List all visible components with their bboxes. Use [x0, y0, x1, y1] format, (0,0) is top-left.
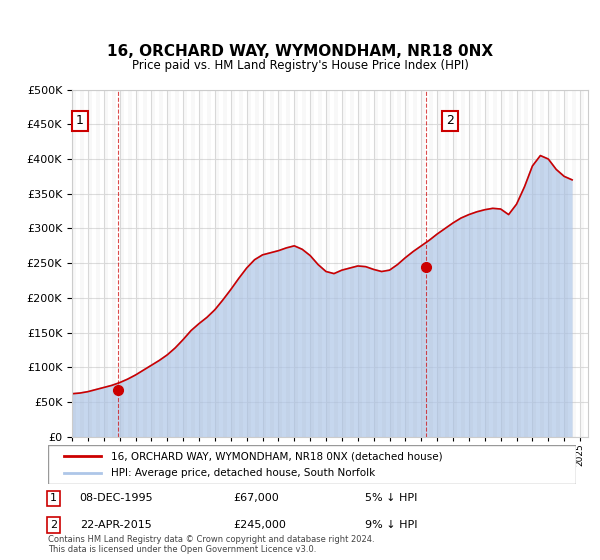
Bar [548, 90, 552, 437]
Bar [254, 90, 259, 437]
Bar [183, 90, 187, 437]
Bar [191, 90, 195, 437]
Bar [493, 90, 497, 437]
Bar [445, 90, 449, 437]
Bar [469, 90, 473, 437]
Text: 22-APR-2015: 22-APR-2015 [80, 520, 151, 530]
Bar [461, 90, 465, 437]
Bar [421, 90, 425, 437]
Bar [223, 90, 227, 437]
Bar [429, 90, 433, 437]
Bar [286, 90, 290, 437]
Text: 16, ORCHARD WAY, WYMONDHAM, NR18 0NX (detached house): 16, ORCHARD WAY, WYMONDHAM, NR18 0NX (de… [112, 451, 443, 461]
Bar [389, 90, 394, 437]
Bar [334, 90, 338, 437]
Bar [374, 90, 377, 437]
Bar [509, 90, 512, 437]
Bar [485, 90, 489, 437]
Bar [119, 90, 124, 437]
Bar [271, 90, 274, 437]
Text: 2: 2 [50, 520, 57, 530]
Bar [310, 90, 314, 437]
Bar [112, 90, 116, 437]
Bar [104, 90, 108, 437]
Bar [318, 90, 322, 437]
Bar [564, 90, 568, 437]
Bar [453, 90, 457, 437]
Bar [96, 90, 100, 437]
Bar [532, 90, 536, 437]
Bar [88, 90, 92, 437]
Bar [278, 90, 283, 437]
Bar [72, 90, 76, 437]
Bar [207, 90, 211, 437]
Text: £245,000: £245,000 [233, 520, 286, 530]
Bar [406, 90, 409, 437]
Bar [358, 90, 362, 437]
Bar [80, 90, 84, 437]
Bar [215, 90, 219, 437]
Bar [541, 90, 544, 437]
Bar [151, 90, 155, 437]
Bar [588, 90, 592, 437]
Bar [580, 90, 584, 437]
Text: 9% ↓ HPI: 9% ↓ HPI [365, 520, 418, 530]
Text: 1: 1 [76, 114, 84, 127]
Bar [366, 90, 370, 437]
Bar [350, 90, 354, 437]
Bar [239, 90, 242, 437]
Text: Price paid vs. HM Land Registry's House Price Index (HPI): Price paid vs. HM Land Registry's House … [131, 59, 469, 72]
Bar [160, 90, 163, 437]
Bar [517, 90, 521, 437]
Text: 2: 2 [446, 114, 454, 127]
Text: 08-DEC-1995: 08-DEC-1995 [80, 493, 154, 503]
Bar [167, 90, 171, 437]
Bar [397, 90, 401, 437]
Text: 1: 1 [50, 493, 57, 503]
FancyBboxPatch shape [48, 445, 576, 484]
Text: Contains HM Land Registry data © Crown copyright and database right 2024.
This d: Contains HM Land Registry data © Crown c… [48, 535, 374, 554]
Text: 5% ↓ HPI: 5% ↓ HPI [365, 493, 417, 503]
Bar [437, 90, 441, 437]
Bar [231, 90, 235, 437]
Bar [326, 90, 330, 437]
Bar [302, 90, 306, 437]
Bar [143, 90, 148, 437]
Bar [342, 90, 346, 437]
Bar [175, 90, 179, 437]
Text: £67,000: £67,000 [233, 493, 278, 503]
Bar [477, 90, 481, 437]
Bar [128, 90, 131, 437]
Bar [263, 90, 266, 437]
Bar [247, 90, 251, 437]
Bar [572, 90, 576, 437]
Text: 16, ORCHARD WAY, WYMONDHAM, NR18 0NX: 16, ORCHARD WAY, WYMONDHAM, NR18 0NX [107, 44, 493, 59]
Bar [199, 90, 203, 437]
Text: HPI: Average price, detached house, South Norfolk: HPI: Average price, detached house, Sout… [112, 468, 376, 478]
Bar [500, 90, 505, 437]
Bar [294, 90, 298, 437]
Bar [413, 90, 418, 437]
Bar [382, 90, 386, 437]
Bar [556, 90, 560, 437]
Bar [524, 90, 529, 437]
Bar [136, 90, 139, 437]
